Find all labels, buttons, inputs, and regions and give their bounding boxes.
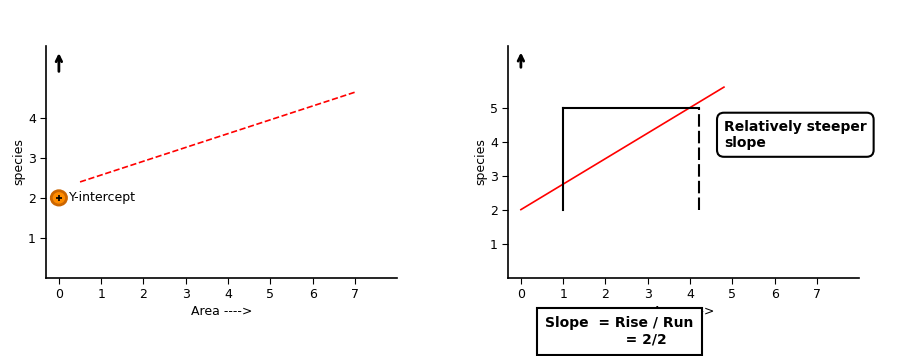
- Text: Slope  = Rise / Run
           = 2/2: Slope = Rise / Run = 2/2: [545, 316, 693, 346]
- Y-axis label: species: species: [474, 138, 487, 185]
- Circle shape: [51, 191, 67, 205]
- Text: Relatively steeper
slope: Relatively steeper slope: [723, 120, 867, 150]
- X-axis label: Area ---->: Area ---->: [653, 305, 714, 318]
- X-axis label: Area ---->: Area ---->: [191, 305, 252, 318]
- Y-axis label: species: species: [12, 138, 25, 185]
- Text: Y-intercept: Y-intercept: [69, 192, 137, 204]
